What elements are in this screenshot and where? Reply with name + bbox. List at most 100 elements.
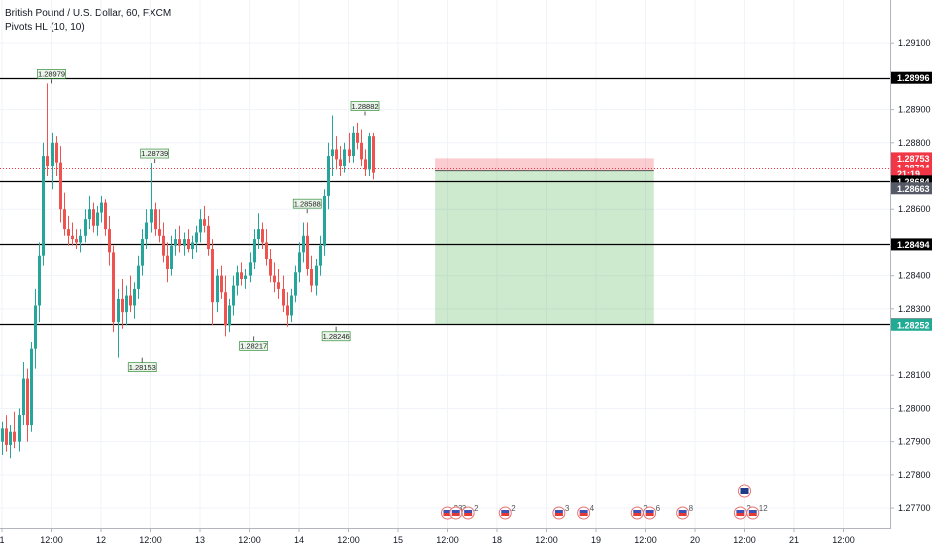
candle-body: [331, 149, 334, 157]
pivot-value: 1.28153: [129, 363, 156, 372]
pivot-value: 1.28217: [240, 342, 267, 351]
time-tick-label: 12:00: [40, 535, 63, 545]
pivot-value: 1.28882: [351, 102, 378, 111]
candle-body: [310, 268, 313, 286]
horizontal-levels[interactable]: [0, 77, 890, 326]
candle-body: [92, 209, 95, 226]
candle-body: [249, 262, 252, 276]
candle-body: [63, 209, 66, 230]
event-flag-stripe: [645, 510, 654, 513]
candle-body: [228, 305, 231, 326]
price-label-bg: [891, 152, 932, 165]
candle-body: [372, 136, 375, 173]
candle-body: [59, 162, 62, 210]
event-flag-stripe: [443, 513, 452, 516]
pivot-value: 1.28246: [323, 332, 350, 341]
candle-body: [104, 202, 107, 230]
event-flag-stripe: [678, 510, 687, 513]
candle-body: [108, 229, 111, 253]
event-flag-stripe: [554, 513, 563, 516]
price-label-text: 1.28996: [897, 73, 930, 83]
event-flag-stripe: [501, 510, 510, 513]
time-tick-label: 12:00: [139, 535, 162, 545]
price-tick-label: 1.28400: [898, 271, 931, 281]
price-label-text: 1.28753: [897, 154, 930, 164]
pivot-label: 1.28153: [127, 357, 157, 372]
candle-body: [306, 235, 309, 269]
candle-body: [75, 239, 78, 243]
candle-body: [79, 235, 82, 243]
candle-body: [55, 142, 58, 163]
candle-body: [302, 235, 305, 253]
event-marker[interactable]: 8: [676, 504, 694, 520]
candle-body: [360, 142, 363, 160]
candle-body: [187, 239, 190, 250]
price-label-text: 1.28252: [897, 320, 930, 330]
stop-loss-zone[interactable]: [435, 158, 654, 171]
candle-body: [5, 428, 8, 445]
price-label-text: 21:19: [897, 169, 920, 179]
candle-body: [191, 242, 194, 250]
candle-body: [42, 156, 45, 256]
symbol-title: British Pound / U.S. Dollar, 60, FXCM: [5, 8, 172, 19]
price-label-bg: [891, 238, 932, 251]
event-count: 2: [511, 504, 516, 513]
candle-body: [244, 275, 247, 279]
event-marker[interactable]: 2: [461, 504, 479, 520]
time-axis-bg: [0, 528, 932, 550]
candle-body: [170, 245, 173, 269]
event-marker[interactable]: 4: [577, 504, 595, 520]
candle-body: [203, 219, 206, 226]
candle-body: [368, 136, 371, 170]
event-flag-stripe: [633, 513, 642, 516]
pivot-value: 1.28979: [38, 70, 65, 79]
candle-body: [352, 132, 355, 157]
candle-body: [315, 265, 318, 286]
price-label-bg: [891, 318, 932, 331]
price-label: 1.28663: [891, 182, 932, 195]
event-flag-stripe: [748, 510, 757, 513]
pivot-box: [37, 69, 66, 79]
take-profit-zone[interactable]: [435, 170, 654, 325]
price-tick-label: 1.28000: [898, 403, 931, 413]
candle-body: [348, 149, 351, 157]
event-marker[interactable]: 6: [643, 504, 661, 520]
price-tick-label: 1.27700: [898, 503, 931, 513]
candle-body: [220, 275, 223, 293]
candle-body: [100, 202, 103, 213]
economic-events[interactable]: 3332234268212: [441, 484, 769, 520]
candle-body: [343, 149, 346, 167]
price-label: 1.28753: [891, 152, 932, 165]
candle-body: [51, 142, 54, 167]
event-marker[interactable]: 12: [746, 504, 768, 520]
event-marker[interactable]: [738, 484, 751, 498]
candle-body: [286, 305, 289, 316]
event-marker[interactable]: 2: [498, 504, 516, 520]
pivot-box: [321, 331, 351, 342]
pivot-box: [140, 148, 169, 159]
candle-body: [261, 229, 264, 243]
candle-body: [145, 222, 148, 240]
event-flag-stripe: [678, 513, 687, 516]
candle-body: [154, 209, 157, 230]
price-tick-label: 1.28900: [898, 105, 931, 115]
price-label: 1.28996: [891, 71, 932, 84]
candle-body: [269, 259, 272, 276]
pivot-label: 1.28588: [292, 198, 322, 214]
price-label-text: 1.28684: [897, 177, 930, 187]
event-flag-stripe: [633, 510, 642, 513]
event-flag-stripe: [443, 510, 452, 513]
candle-body: [294, 272, 297, 296]
time-tick-label: 20: [690, 535, 700, 545]
short-position-tool[interactable]: [435, 158, 654, 325]
price-label: 1.28252: [891, 318, 932, 331]
candle-body: [18, 415, 21, 442]
candle-body: [96, 212, 99, 226]
event-marker[interactable]: 3: [552, 504, 570, 520]
time-tick-label: 12:00: [436, 535, 459, 545]
candle-body: [158, 229, 161, 236]
candle-body: [253, 239, 256, 263]
price-label-text: 1.28663: [897, 184, 930, 194]
event-flag-stripe: [748, 513, 757, 516]
